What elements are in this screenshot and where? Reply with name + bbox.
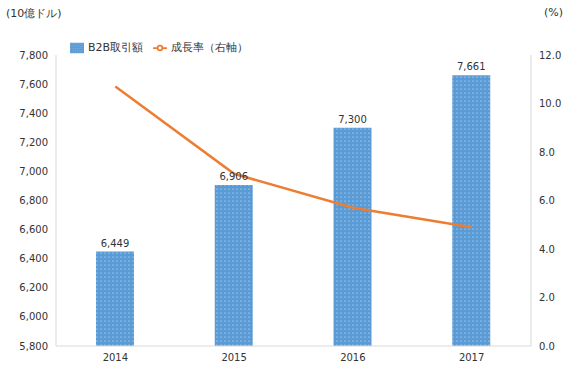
svg-text:12.0: 12.0 [539, 50, 561, 61]
svg-text:6,800: 6,800 [19, 195, 48, 206]
svg-text:2014: 2014 [103, 352, 128, 363]
svg-text:7,400: 7,400 [19, 108, 48, 119]
html-text:B2B取引額: B2B取引額 [88, 41, 144, 54]
svg-text:7,800: 7,800 [19, 50, 48, 61]
svg-text:5,800: 5,800 [19, 341, 48, 352]
svg-text:7,600: 7,600 [19, 79, 48, 90]
svg-text:8.0: 8.0 [539, 147, 555, 158]
svg-text:2.0: 2.0 [539, 292, 555, 303]
html-text:(10億ドル): (10億ドル) [6, 7, 62, 20]
svg-text:10.0: 10.0 [539, 98, 561, 109]
svg-text:7,661: 7,661 [457, 61, 486, 72]
svg-text:2016: 2016 [340, 352, 365, 363]
svg-text:7,000: 7,000 [19, 166, 48, 177]
svg-text:6,906: 6,906 [219, 171, 248, 182]
svg-text:2015: 2015 [221, 352, 246, 363]
svg-text:7,200: 7,200 [19, 137, 48, 148]
svg-text:7,300: 7,300 [338, 114, 367, 125]
svg-text:6,449: 6,449 [101, 238, 130, 249]
svg-text:0.0: 0.0 [539, 341, 555, 352]
svg-text:6,600: 6,600 [19, 224, 48, 235]
svg-text:6.0: 6.0 [539, 195, 555, 206]
svg-text:4.0: 4.0 [539, 244, 555, 255]
html-text:成長率（右軸）: 成長率（右軸） [171, 41, 249, 54]
svg-text:2017: 2017 [459, 352, 484, 363]
svg-text:6,400: 6,400 [19, 253, 48, 264]
svg-text:6,200: 6,200 [19, 282, 48, 293]
svg-text:6,000: 6,000 [19, 311, 48, 322]
